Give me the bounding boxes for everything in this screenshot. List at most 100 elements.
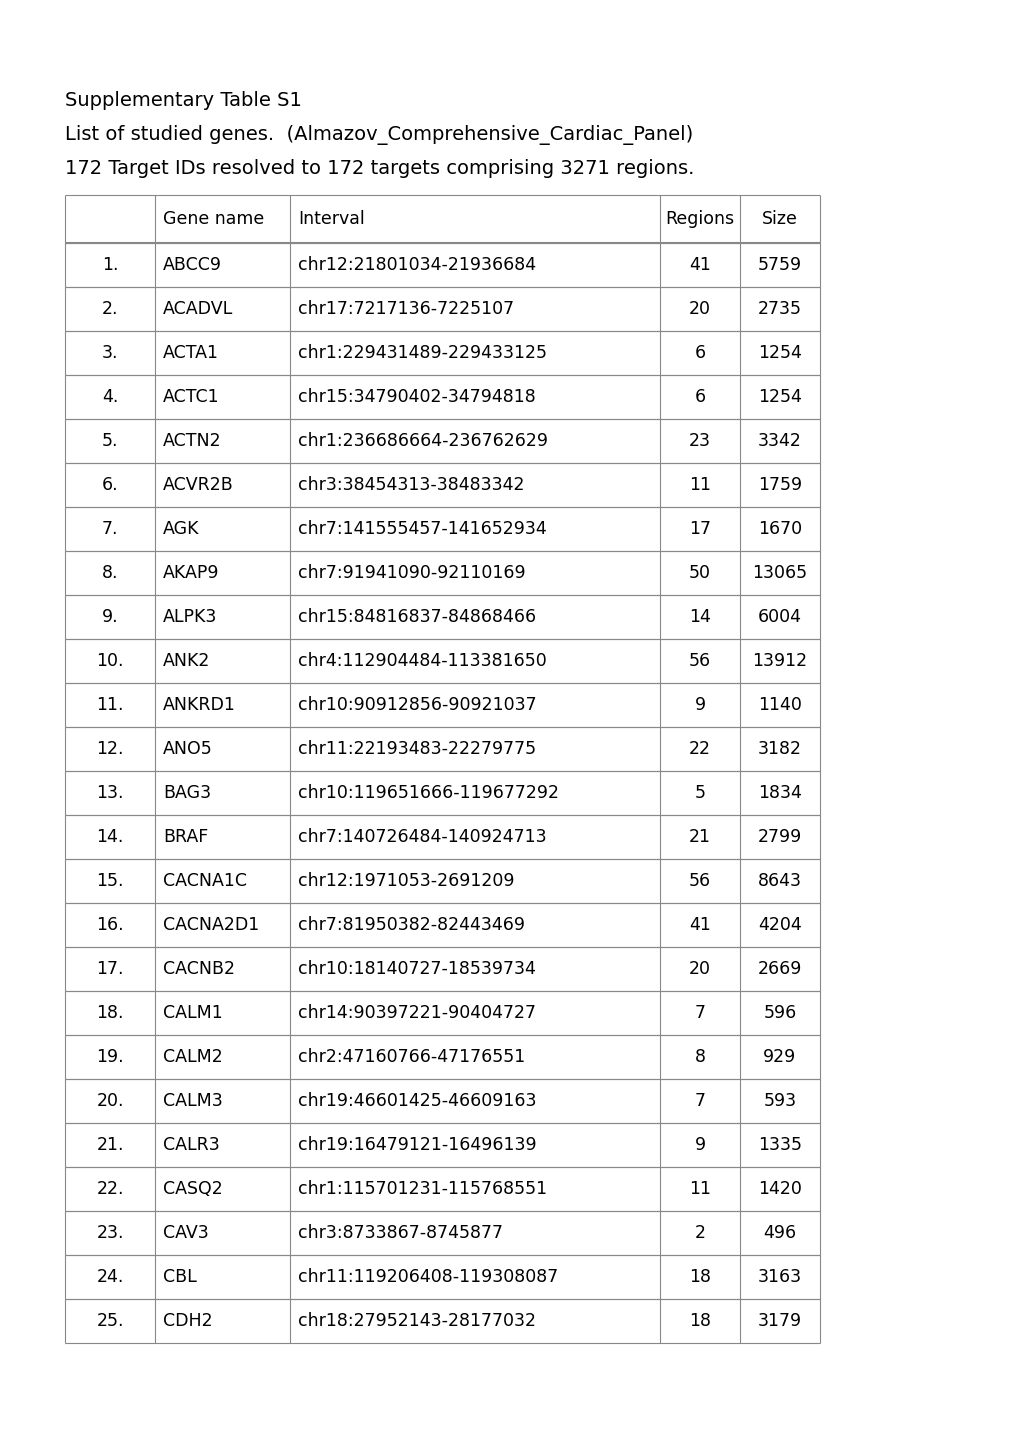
Text: 56: 56 (688, 872, 710, 890)
Text: ALPK3: ALPK3 (163, 609, 217, 626)
Text: 8.: 8. (102, 564, 118, 583)
Text: chr3:8733867-8745877: chr3:8733867-8745877 (298, 1224, 502, 1242)
Text: AKAP9: AKAP9 (163, 564, 219, 583)
Text: chr7:140726484-140924713: chr7:140726484-140924713 (298, 828, 546, 846)
Text: chr1:236686664-236762629: chr1:236686664-236762629 (298, 433, 547, 450)
Text: 12.: 12. (96, 740, 123, 758)
Text: BAG3: BAG3 (163, 784, 211, 802)
Text: 8643: 8643 (757, 872, 801, 890)
Text: 9: 9 (694, 1136, 705, 1154)
Text: 16.: 16. (96, 916, 123, 934)
Text: ANK2: ANK2 (163, 652, 210, 671)
Text: chr2:47160766-47176551: chr2:47160766-47176551 (298, 1048, 525, 1066)
Text: 22.: 22. (96, 1180, 123, 1198)
Text: 6: 6 (694, 388, 705, 407)
Text: 1254: 1254 (757, 345, 801, 362)
Text: 4.: 4. (102, 388, 118, 407)
Text: 2735: 2735 (757, 300, 801, 319)
Text: 596: 596 (762, 1004, 796, 1022)
Text: 6.: 6. (102, 476, 118, 495)
Text: ABCC9: ABCC9 (163, 257, 222, 274)
Text: CACNB2: CACNB2 (163, 960, 234, 978)
Text: 23: 23 (688, 433, 710, 450)
Text: CACNA1C: CACNA1C (163, 872, 247, 890)
Text: Interval: Interval (298, 211, 365, 228)
Text: chr12:1971053-2691209: chr12:1971053-2691209 (298, 872, 514, 890)
Text: CASQ2: CASQ2 (163, 1180, 222, 1198)
Text: 1.: 1. (102, 257, 118, 274)
Text: 17: 17 (688, 521, 710, 538)
Text: 21.: 21. (96, 1136, 123, 1154)
Text: 18: 18 (688, 1268, 710, 1286)
Text: CBL: CBL (163, 1268, 197, 1286)
Text: 1140: 1140 (757, 696, 801, 714)
Text: chr1:115701231-115768551: chr1:115701231-115768551 (298, 1180, 546, 1198)
Text: chr19:16479121-16496139: chr19:16479121-16496139 (298, 1136, 536, 1154)
Text: CAV3: CAV3 (163, 1224, 209, 1242)
Text: 496: 496 (762, 1224, 796, 1242)
Text: chr15:84816837-84868466: chr15:84816837-84868466 (298, 609, 536, 626)
Text: ACADVL: ACADVL (163, 300, 233, 319)
Text: 6: 6 (694, 345, 705, 362)
Text: chr19:46601425-46609163: chr19:46601425-46609163 (298, 1092, 536, 1110)
Text: 2.: 2. (102, 300, 118, 319)
Text: chr4:112904484-113381650: chr4:112904484-113381650 (298, 652, 546, 671)
Text: 17.: 17. (96, 960, 123, 978)
Text: 3163: 3163 (757, 1268, 801, 1286)
Text: 10.: 10. (96, 652, 123, 671)
Text: chr7:91941090-92110169: chr7:91941090-92110169 (298, 564, 525, 583)
Text: 13065: 13065 (752, 564, 807, 583)
Text: 56: 56 (688, 652, 710, 671)
Text: 1834: 1834 (757, 784, 801, 802)
Text: chr7:141555457-141652934: chr7:141555457-141652934 (298, 521, 546, 538)
Text: CDH2: CDH2 (163, 1312, 212, 1330)
Text: chr11:119206408-119308087: chr11:119206408-119308087 (298, 1268, 557, 1286)
Text: 21: 21 (688, 828, 710, 846)
Text: ACTN2: ACTN2 (163, 433, 221, 450)
Text: 19.: 19. (96, 1048, 123, 1066)
Text: 172 Target IDs resolved to 172 targets comprising 3271 regions.: 172 Target IDs resolved to 172 targets c… (65, 159, 694, 177)
Text: 20.: 20. (96, 1092, 123, 1110)
Text: 13.: 13. (96, 784, 123, 802)
Text: chr12:21801034-21936684: chr12:21801034-21936684 (298, 257, 536, 274)
Text: 18.: 18. (96, 1004, 123, 1022)
Text: 9.: 9. (102, 609, 118, 626)
Text: 13912: 13912 (752, 652, 807, 671)
Text: chr15:34790402-34794818: chr15:34790402-34794818 (298, 388, 535, 407)
Text: 5: 5 (694, 784, 705, 802)
Text: chr11:22193483-22279775: chr11:22193483-22279775 (298, 740, 536, 758)
Text: 5759: 5759 (757, 257, 801, 274)
Text: 9: 9 (694, 696, 705, 714)
Text: 929: 929 (762, 1048, 796, 1066)
Text: 7: 7 (694, 1004, 705, 1022)
Text: 7.: 7. (102, 521, 118, 538)
Text: chr10:90912856-90921037: chr10:90912856-90921037 (298, 696, 536, 714)
Text: 15.: 15. (96, 872, 123, 890)
Text: Regions: Regions (664, 211, 734, 228)
Text: Gene name: Gene name (163, 211, 264, 228)
Text: ANKRD1: ANKRD1 (163, 696, 235, 714)
Text: 3182: 3182 (757, 740, 801, 758)
Text: 1420: 1420 (757, 1180, 801, 1198)
Text: CACNA2D1: CACNA2D1 (163, 916, 259, 934)
Text: 6004: 6004 (757, 609, 801, 626)
Text: 3179: 3179 (757, 1312, 801, 1330)
Text: ACVR2B: ACVR2B (163, 476, 233, 495)
Text: 4204: 4204 (757, 916, 801, 934)
Text: 2669: 2669 (757, 960, 801, 978)
Text: chr10:119651666-119677292: chr10:119651666-119677292 (298, 784, 558, 802)
Text: 11: 11 (688, 1180, 710, 1198)
Text: chr1:229431489-229433125: chr1:229431489-229433125 (298, 345, 546, 362)
Text: chr10:18140727-18539734: chr10:18140727-18539734 (298, 960, 535, 978)
Text: 14: 14 (689, 609, 710, 626)
Text: 11: 11 (688, 476, 710, 495)
Text: 14.: 14. (96, 828, 123, 846)
Text: Size: Size (761, 211, 797, 228)
Text: 5.: 5. (102, 433, 118, 450)
Text: CALM2: CALM2 (163, 1048, 222, 1066)
Text: CALM1: CALM1 (163, 1004, 222, 1022)
Text: 41: 41 (689, 916, 710, 934)
Text: 7: 7 (694, 1092, 705, 1110)
Text: 41: 41 (689, 257, 710, 274)
Text: AGK: AGK (163, 521, 200, 538)
